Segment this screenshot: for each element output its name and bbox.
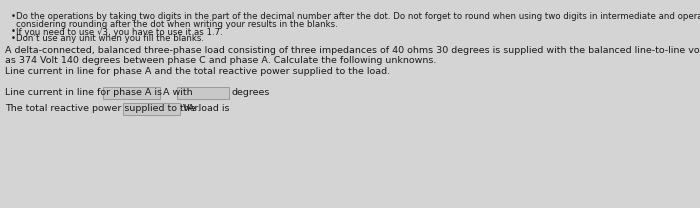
- Text: as 374 Volt 140 degrees between phase C and phase A. Calculate the following unk: as 374 Volt 140 degrees between phase C …: [5, 56, 436, 65]
- Text: VAr.: VAr.: [183, 104, 201, 113]
- Text: •: •: [11, 27, 16, 36]
- Text: If you need to use √3, you have to use it as 1.7.: If you need to use √3, you have to use i…: [15, 27, 223, 37]
- Text: degrees: degrees: [231, 88, 270, 97]
- Text: A delta-connected, balanced three-phase load consisting of three impedances of 4: A delta-connected, balanced three-phase …: [5, 46, 700, 55]
- FancyBboxPatch shape: [178, 87, 228, 99]
- Text: Do the operations by taking two digits in the part of the decimal number after t: Do the operations by taking two digits i…: [15, 12, 700, 21]
- FancyBboxPatch shape: [103, 87, 160, 99]
- Text: Line current in line for phase A is: Line current in line for phase A is: [5, 88, 162, 97]
- Text: considering rounding after the dot when writing your results in the blanks.: considering rounding after the dot when …: [15, 20, 337, 29]
- Text: The total reactive power supplied to the load is: The total reactive power supplied to the…: [5, 104, 230, 113]
- Text: •: •: [11, 12, 16, 21]
- Text: •: •: [11, 34, 16, 43]
- FancyBboxPatch shape: [122, 103, 180, 115]
- Text: Line current in line for phase A and the total reactive power supplied to the lo: Line current in line for phase A and the…: [5, 67, 390, 76]
- Text: Don’t use any unit when you fill the blanks.: Don’t use any unit when you fill the bla…: [15, 34, 204, 43]
- Text: A with: A with: [162, 88, 192, 97]
